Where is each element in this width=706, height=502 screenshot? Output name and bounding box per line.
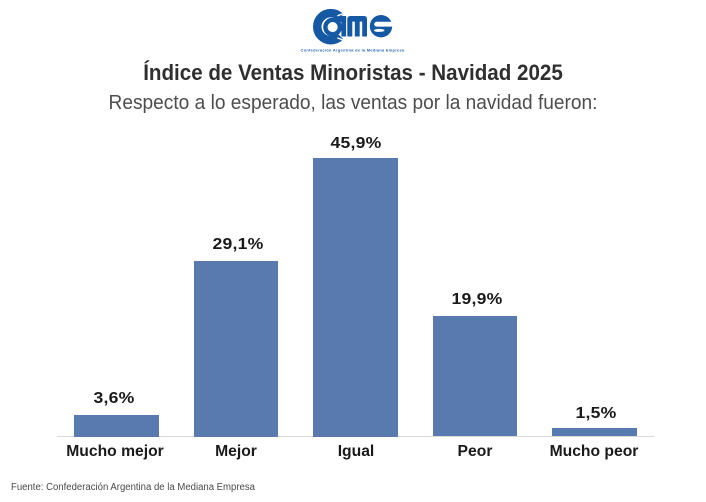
svg-text:Confederación Argentina de la: Confederación Argentina de la Mediana Em… xyxy=(301,47,405,52)
